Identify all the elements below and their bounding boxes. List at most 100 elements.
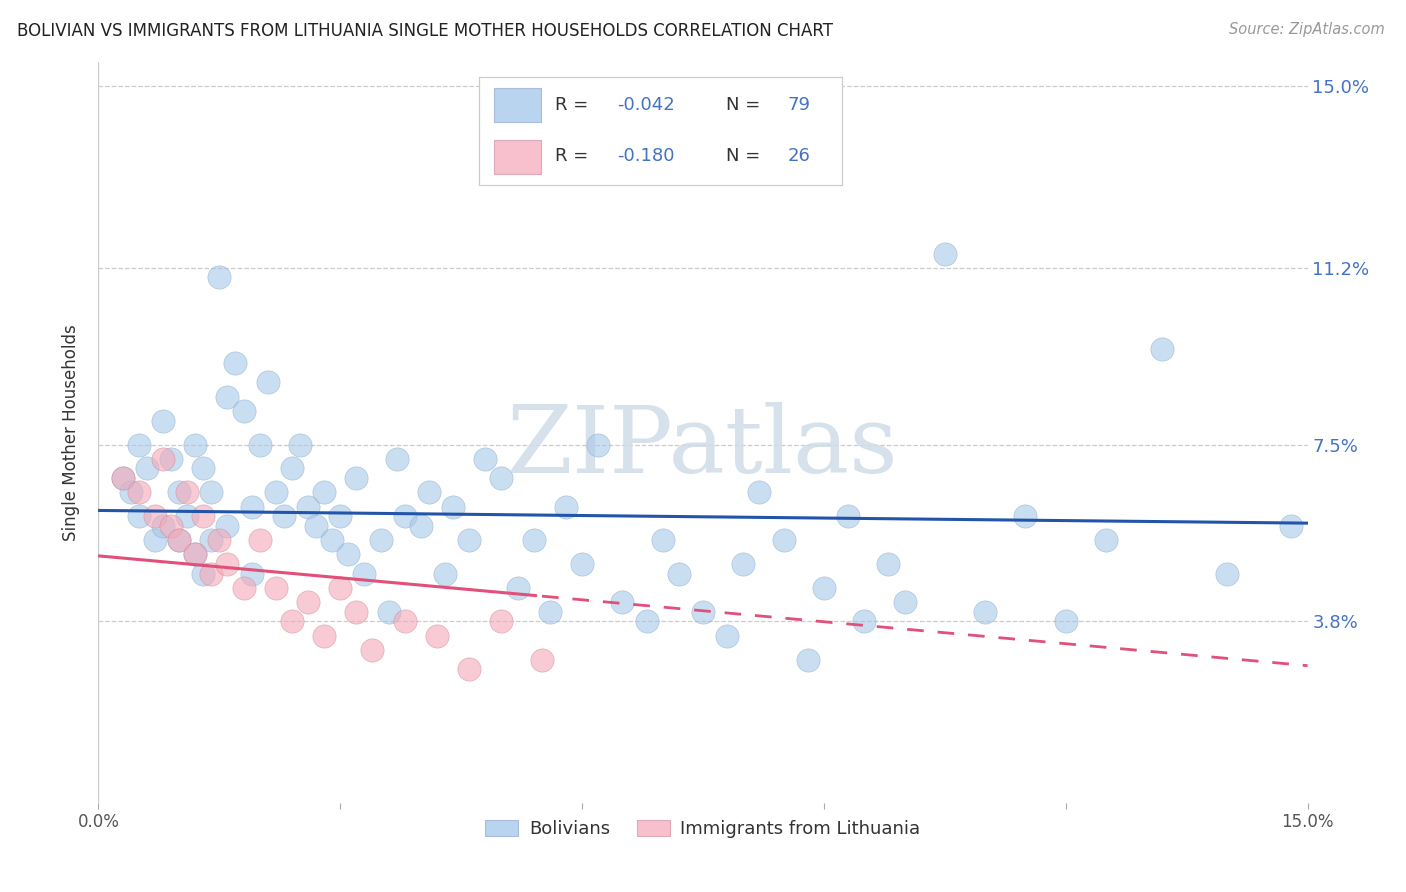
Point [249,533,271,547]
Point [772,533,794,547]
Point [167,485,190,500]
Point [200,566,222,581]
Point [813,581,835,595]
Point [934,246,956,260]
Point [361,643,384,657]
Point [716,629,738,643]
Point [530,652,553,666]
Point [176,509,198,524]
Point [297,500,319,514]
Point [152,518,174,533]
Point [111,471,134,485]
Point [120,485,142,500]
Point [370,533,392,547]
Point [200,485,222,500]
Point [538,605,561,619]
Point [586,437,609,451]
Point [264,581,287,595]
Point [249,437,271,451]
Point [256,376,278,390]
Point [506,581,529,595]
Point [208,270,231,285]
Point [344,471,367,485]
Point [837,509,859,524]
Point [877,557,900,571]
Point [314,629,336,643]
Point [305,518,328,533]
Point [314,485,336,500]
Point [353,566,375,581]
Y-axis label: Single Mother Households: Single Mother Households [62,325,80,541]
Point [1095,533,1118,547]
Point [441,500,464,514]
Point [135,461,157,475]
Point [458,533,481,547]
Text: Source: ZipAtlas.com: Source: ZipAtlas.com [1229,22,1385,37]
Point [409,518,432,533]
Point [232,404,254,418]
Point [193,566,215,581]
Point [111,471,134,485]
Point [217,557,239,571]
Point [128,485,150,500]
Point [240,500,263,514]
Point [224,356,246,370]
Legend: Bolivians, Immigrants from Lithuania: Bolivians, Immigrants from Lithuania [478,813,928,846]
Point [1281,518,1303,533]
Point [160,451,183,466]
Point [232,581,254,595]
Point [273,509,295,524]
Point [748,485,770,500]
Point [555,500,578,514]
Point [184,548,207,562]
Point [651,533,673,547]
Point [1014,509,1036,524]
Point [329,581,352,595]
Text: BOLIVIAN VS IMMIGRANTS FROM LITHUANIA SINGLE MOTHER HOUSEHOLDS CORRELATION CHART: BOLIVIAN VS IMMIGRANTS FROM LITHUANIA SI… [17,22,832,40]
Point [733,557,755,571]
Point [176,485,198,500]
Point [128,509,150,524]
Point [377,605,399,619]
Point [217,518,239,533]
Point [853,615,876,629]
Point [329,509,352,524]
Point [297,595,319,609]
Point [797,652,820,666]
Point [184,437,207,451]
Point [208,533,231,547]
Point [193,461,215,475]
Point [491,471,513,485]
Point [167,533,190,547]
Point [152,414,174,428]
Point [143,533,166,547]
Point [668,566,690,581]
Point [523,533,546,547]
Point [200,533,222,547]
Point [1054,615,1077,629]
Point [474,451,496,466]
Point [1216,566,1239,581]
Point [193,509,215,524]
Point [281,615,304,629]
Point [1152,342,1174,356]
Point [264,485,287,500]
Point [240,566,263,581]
Text: ZIPatlas: ZIPatlas [508,402,898,492]
Point [385,451,408,466]
Point [394,509,416,524]
Point [184,548,207,562]
Point [160,518,183,533]
Point [167,533,190,547]
Point [337,548,360,562]
Point [152,451,174,466]
Point [974,605,997,619]
Point [434,566,457,581]
Point [612,595,634,609]
Point [491,615,513,629]
Point [321,533,343,547]
Point [426,629,449,643]
Point [692,605,714,619]
Point [143,509,166,524]
Point [217,390,239,404]
